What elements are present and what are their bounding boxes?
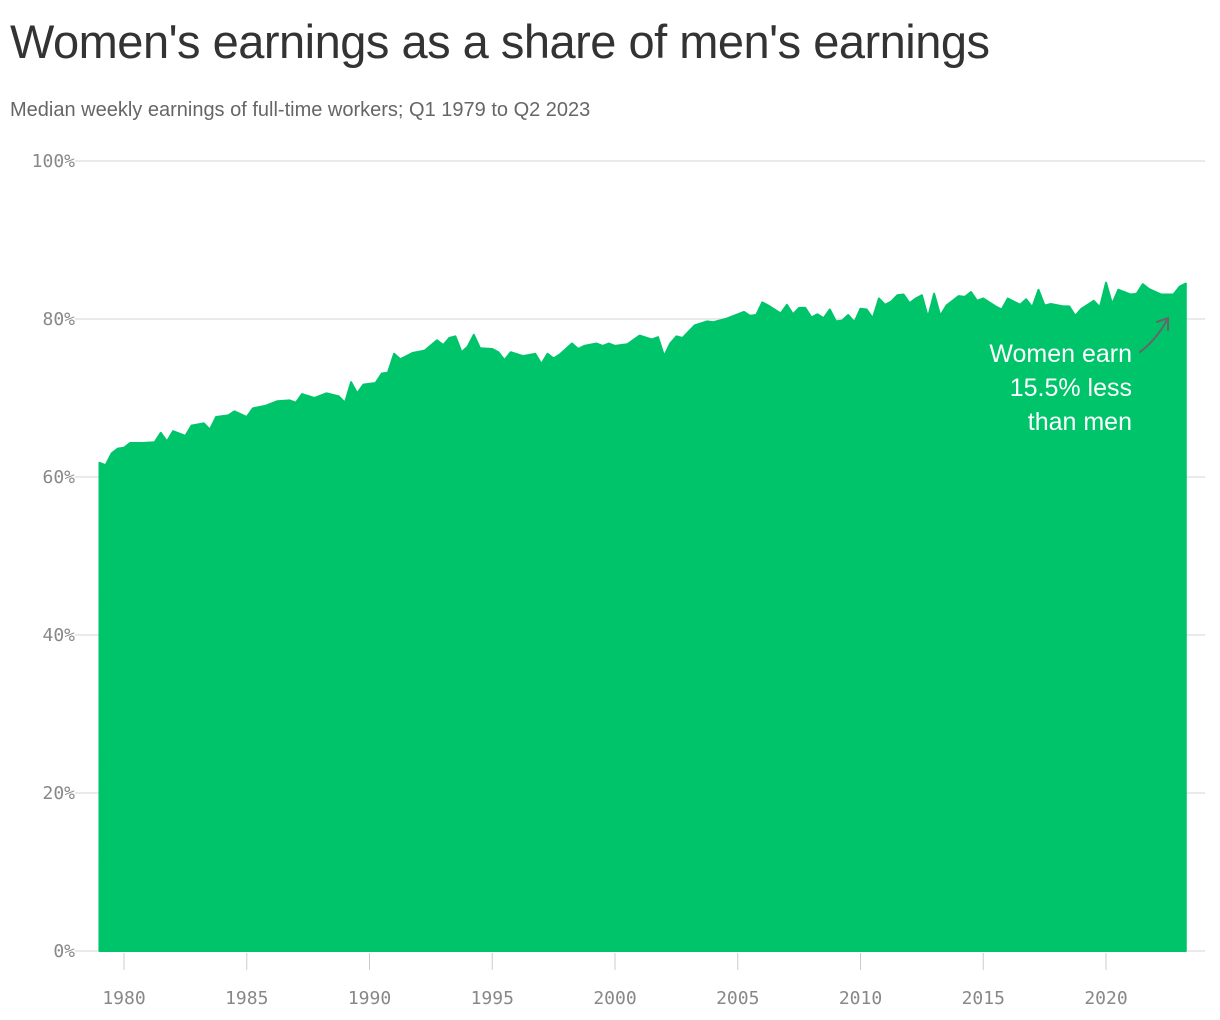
chart-subtitle: Median weekly earnings of full-time work… (10, 99, 591, 121)
y-tick-label: 80% (42, 309, 75, 330)
annotation-line-3: than men (1028, 408, 1132, 436)
chart-title: Women's earnings as a share of men's ear… (10, 15, 990, 68)
x-tick-label: 1985 (225, 988, 268, 1009)
x-tick-label: 2010 (839, 988, 882, 1009)
annotation: Women earn 15.5% less than men (989, 316, 1169, 436)
y-tick-label: 60% (42, 467, 75, 488)
annotation-arrow-icon (1139, 316, 1169, 353)
x-tick-label: 2000 (593, 988, 636, 1009)
x-tick-label: 2005 (716, 988, 759, 1009)
annotation-line-2: 15.5% less (1010, 374, 1132, 402)
x-tick-label: 1990 (348, 988, 391, 1009)
y-tick-label: 20% (42, 783, 75, 804)
x-tick-label: 1995 (471, 988, 514, 1009)
x-tick-label: 1980 (102, 988, 145, 1009)
x-tick-label: 2020 (1084, 988, 1127, 1009)
annotation-line-1: Women earn (989, 340, 1132, 368)
y-tick-label: 0% (53, 941, 75, 962)
y-tick-label: 100% (32, 151, 76, 172)
x-tick-label: 2015 (962, 988, 1005, 1009)
y-tick-label: 40% (42, 625, 75, 646)
earnings-share-area (98, 281, 1187, 952)
